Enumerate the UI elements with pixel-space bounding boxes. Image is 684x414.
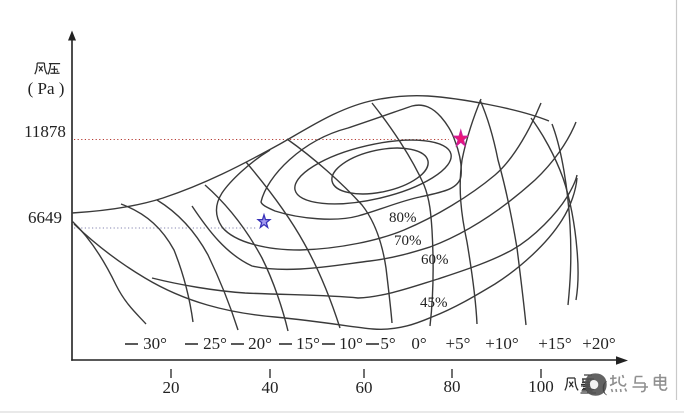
svg-text:6649: 6649 bbox=[28, 208, 62, 227]
svg-text:25°: 25° bbox=[203, 334, 227, 353]
svg-text:0°: 0° bbox=[411, 334, 426, 353]
svg-text:15°: 15° bbox=[296, 334, 320, 353]
svg-text:80: 80 bbox=[444, 377, 461, 396]
svg-text:+5°: +5° bbox=[446, 334, 471, 353]
svg-text:11878: 11878 bbox=[24, 122, 66, 141]
svg-text:+20°: +20° bbox=[582, 334, 615, 353]
svg-text:(: ( bbox=[602, 379, 607, 396]
svg-text:+10°: +10° bbox=[485, 334, 518, 353]
svg-text:45%: 45% bbox=[420, 295, 448, 311]
svg-text:20: 20 bbox=[163, 378, 180, 397]
svg-text:+15°: +15° bbox=[538, 334, 571, 353]
svg-text:60: 60 bbox=[356, 378, 373, 397]
svg-text:100: 100 bbox=[528, 377, 554, 396]
svg-text:20°: 20° bbox=[248, 334, 272, 353]
svg-text:40: 40 bbox=[262, 378, 279, 397]
svg-text:10°: 10° bbox=[339, 334, 363, 353]
svg-text:30°: 30° bbox=[143, 334, 167, 353]
svg-text:70%: 70% bbox=[394, 233, 422, 249]
svg-text:80%: 80% bbox=[389, 210, 417, 226]
svg-text:5°: 5° bbox=[380, 334, 395, 353]
svg-text:60%: 60% bbox=[421, 252, 449, 268]
svg-text:( Pa ): ( Pa ) bbox=[28, 79, 65, 98]
